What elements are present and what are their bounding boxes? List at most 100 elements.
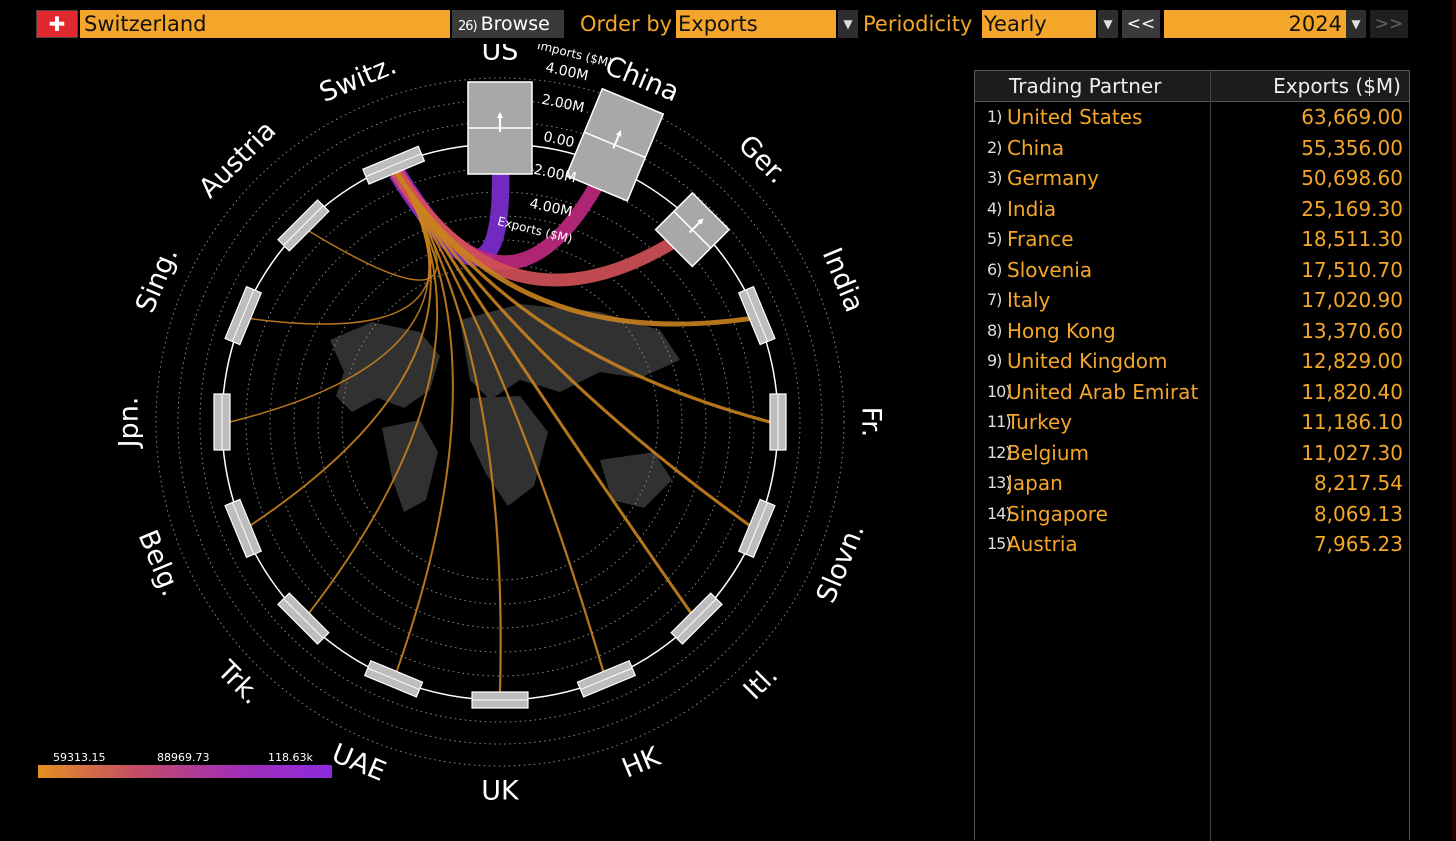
arc-jpn[interactable] [213,393,231,451]
year-field[interactable]: 2024 [1164,10,1346,38]
table-row[interactable]: 9) United Kingdom 12,829.00 [975,346,1409,376]
ring-dotted [341,263,659,581]
ribbon-itl[interactable] [395,171,693,614]
row-partner: China [1007,135,1065,160]
ribbon-sing[interactable] [250,172,432,325]
ribbon-hk[interactable] [395,171,605,672]
row-exports-value: 7,965.23 [1313,532,1403,556]
table-row[interactable]: 5) France 18,511.30 [975,224,1409,254]
browse-label: Browse [480,13,550,35]
ribbon-jpn[interactable] [229,172,430,423]
row-partner: Japan [1007,471,1063,495]
arc-uk[interactable] [471,691,529,709]
table-row[interactable]: 11) Turkey 11,186.10 [975,407,1409,437]
label-belg: Belg. [132,526,187,601]
row-rank: 13) [987,473,1012,492]
year-chevron-down-icon[interactable]: ▼ [1346,10,1366,38]
legend-label-mid: 88969.73 [157,751,210,764]
order-by-chevron-down-icon[interactable]: ▼ [838,10,858,38]
arc-fr[interactable] [769,393,787,451]
axis-tick-0: 4.00M [544,60,590,85]
trading-partner-table: Trading Partner Exports ($M) 1) United St… [974,70,1410,841]
arc-uae[interactable] [363,659,424,698]
table-row[interactable]: 2) China 55,356.00 [975,133,1409,163]
row-exports-value: 8,069.13 [1313,501,1403,526]
arc-hk[interactable] [576,659,637,698]
table-row[interactable]: 14) Singapore 8,069.13 [975,499,1409,529]
periodicity-chevron-down-icon[interactable]: ▼ [1098,10,1118,38]
axis-tick-1: 2.00M [540,92,586,117]
table-row[interactable]: 10) United Arab Emirat 11,820.40 [975,377,1409,407]
label-fr: Fr. [856,407,887,438]
arc-switz[interactable] [362,145,426,185]
partner-arcs [213,145,787,709]
row-exports-value: 55,356.00 [1301,135,1403,160]
header-exports[interactable]: Exports ($M) [1273,74,1401,98]
label-itl: Itl. [738,660,784,706]
row-partner: India [1007,196,1057,221]
row-partner: United States [1007,105,1143,129]
box-ger[interactable] [654,191,731,268]
table-row[interactable]: 8) Hong Kong 13,370.60 [975,316,1409,346]
label-uae: UAE [327,738,390,788]
swiss-flag-icon: ✚ [36,10,78,38]
label-us: US [482,44,519,67]
arc-trk[interactable] [277,592,330,645]
table-row[interactable]: 6) Slovenia 17,510.70 [975,255,1409,285]
row-exports-value: 11,820.40 [1301,379,1403,404]
row-partner: United Arab Emirat [1007,379,1199,404]
box-china[interactable] [565,87,665,202]
ribbon-slovn[interactable] [395,171,751,527]
periodicity-label: Periodicity [863,12,973,36]
row-partner: Belgium [1007,440,1089,465]
row-rank: 1) [987,107,1002,126]
table-row[interactable]: 13) Japan 8,217.54 [975,468,1409,498]
row-rank: 15) [987,534,1012,553]
ribbon-austria[interactable] [308,172,438,281]
previous-year-button[interactable]: << [1122,10,1160,38]
row-rank: 11) [987,412,1012,431]
label-hk: HK [618,741,666,785]
table-row[interactable]: 7) Italy 17,020.90 [975,285,1409,315]
arc-sing[interactable] [224,285,263,346]
row-rank: 2) [987,137,1002,157]
row-exports-value: 13,370.60 [1301,318,1403,343]
arc-austria[interactable] [277,199,330,252]
row-partner: Turkey [1007,410,1073,434]
label-india: India [816,243,870,316]
box-us[interactable] [467,81,533,175]
arc-slovn[interactable] [737,498,776,559]
row-exports-value: 11,027.30 [1301,440,1403,465]
table-row[interactable]: 15) Austria 7,965.23 [975,529,1409,559]
table-header: Trading Partner Exports ($M) [975,71,1409,102]
table-row[interactable]: 1) United States 63,669.00 [975,102,1409,132]
row-exports-value: 17,510.70 [1301,257,1403,282]
table-row[interactable]: 4) India 25,169.30 [975,194,1409,224]
row-exports-value: 50,698.60 [1301,166,1403,190]
arc-itl[interactable] [670,592,723,645]
arc-belg[interactable] [224,498,263,559]
row-exports-value: 25,169.30 [1301,196,1403,221]
row-exports-value: 12,829.00 [1301,349,1403,373]
table-row[interactable]: 12) Belgium 11,027.30 [975,438,1409,468]
row-rank: 12) [987,442,1012,462]
legend-label-min: 59313.15 [53,751,106,764]
periodicity-dropdown[interactable]: Yearly [982,10,1096,38]
world-map-background [330,304,680,512]
country-input[interactable]: Switzerland [80,10,450,38]
row-rank: 9) [987,351,1002,370]
row-partner: Austria [1007,532,1078,556]
ring-dotted [155,77,845,767]
arc-india[interactable] [737,285,776,346]
next-year-button[interactable]: >> [1370,10,1408,38]
color-scale-bar [38,765,332,778]
row-partner: Slovenia [1007,257,1093,282]
label-jpn: Jpn. [114,397,145,450]
header-trading-partner[interactable]: Trading Partner [1009,74,1162,98]
row-rank: 10) [987,381,1012,401]
row-partner: France [1007,227,1074,251]
trade-chord-chart: Switz. US ChinaGer.IndiaFr.Slovn.Itl.HKUKU… [114,44,887,807]
browse-button[interactable]: 26) Browse [452,10,564,38]
table-row[interactable]: 3) Germany 50,698.60 [975,163,1409,193]
order-by-dropdown[interactable]: Exports [676,10,836,38]
